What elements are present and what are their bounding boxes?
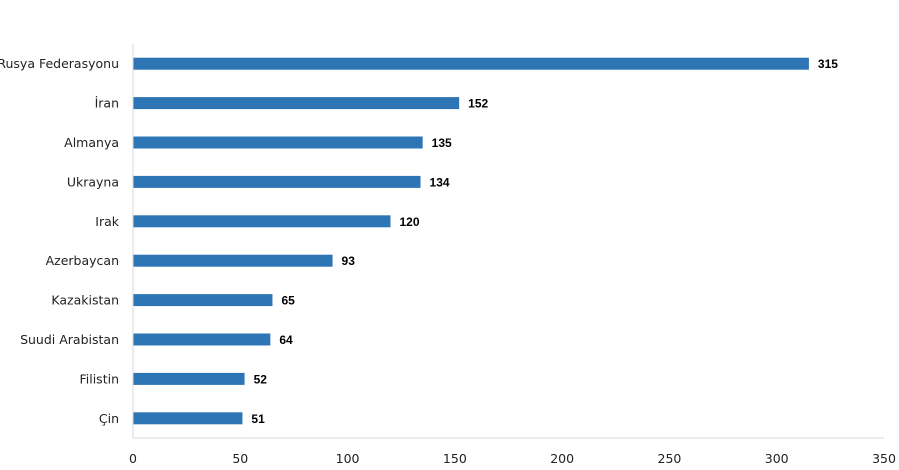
data-labels-group: 315 152 135 134 120 93 65 64 52 51 xyxy=(251,57,838,426)
data-label: 65 xyxy=(281,294,295,308)
x-tick-labels-group: 0 50 100 150 200 250 300 350 xyxy=(129,451,896,466)
category-label: Ukrayna xyxy=(67,174,119,189)
bar xyxy=(133,333,271,346)
bar xyxy=(133,97,460,110)
category-label: Kazakistan xyxy=(51,293,119,308)
category-labels-group: Rusya Federasyonu İran Almanya Ukrayna Irak A… xyxy=(0,56,120,426)
category-label: Almanya xyxy=(64,135,119,150)
category-label: Filistin xyxy=(79,371,119,386)
bar xyxy=(133,254,333,267)
x-tick-label: 350 xyxy=(872,451,896,466)
data-label: 152 xyxy=(468,97,488,111)
data-label: 51 xyxy=(251,412,265,426)
bar xyxy=(133,136,423,149)
category-label: Çin xyxy=(99,411,119,426)
data-label: 64 xyxy=(279,333,293,347)
x-tick-label: 100 xyxy=(336,451,360,466)
category-label: Azerbaycan xyxy=(46,253,119,268)
x-tick-label: 50 xyxy=(232,451,248,466)
data-label: 120 xyxy=(399,215,419,229)
x-tick-label: 300 xyxy=(765,451,789,466)
category-label: Rusya Federasyonu xyxy=(0,56,119,71)
bar xyxy=(133,175,421,188)
data-label: 52 xyxy=(254,372,268,386)
category-label: Suudi Arabistan xyxy=(20,332,119,347)
x-tick-label: 250 xyxy=(658,451,682,466)
x-tick-label: 200 xyxy=(550,451,574,466)
data-label: 315 xyxy=(818,57,838,71)
category-label: Irak xyxy=(95,214,119,229)
data-label: 134 xyxy=(430,175,450,189)
x-tick-label: 150 xyxy=(443,451,467,466)
bar xyxy=(133,372,245,385)
bar xyxy=(133,412,243,425)
data-label: 93 xyxy=(342,254,356,268)
bar xyxy=(133,215,391,228)
bar xyxy=(133,57,809,70)
category-label: İran xyxy=(95,96,119,111)
bar xyxy=(133,294,273,307)
data-label: 135 xyxy=(432,136,452,150)
x-tick-label: 0 xyxy=(129,451,137,466)
bars-group xyxy=(133,57,809,425)
